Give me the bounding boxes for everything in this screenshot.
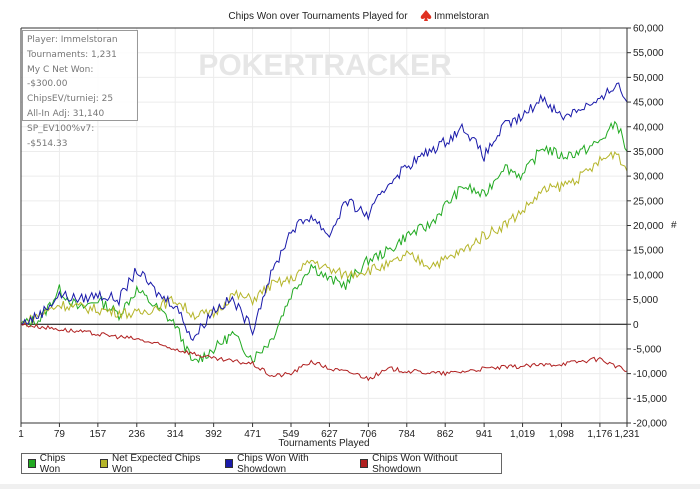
y-tick-label: 15,000 xyxy=(633,246,664,257)
info-tournaments: Tournaments: 1,231 xyxy=(27,49,117,60)
y-axis-label: # xyxy=(671,220,677,231)
legend-swatch xyxy=(360,459,369,468)
x-tick-label: 157 xyxy=(90,429,107,440)
info-allin-adj: All-In Adj: 31,140 xyxy=(27,108,105,119)
y-tick-label: -5,000 xyxy=(633,344,662,355)
chart-player: Immelstoran xyxy=(434,11,489,22)
x-tick-label: 549 xyxy=(283,429,300,440)
info-chipsev: ChipsEV/turniej: 25 xyxy=(27,94,114,105)
y-tick-label: 30,000 xyxy=(633,172,664,183)
legend-item-net-expected[interactable]: Net Expected Chips Won xyxy=(100,453,205,475)
y-tick-label: -20,000 xyxy=(633,419,667,430)
x-tick-label: 471 xyxy=(244,429,261,440)
legend-swatch xyxy=(225,459,234,468)
y-tick-label: 35,000 xyxy=(633,147,664,158)
info-net-won: My C Net Won: -$300.00 xyxy=(27,64,94,90)
legend-label: Net Expected Chips Won xyxy=(111,452,201,475)
x-tick-label: 1 xyxy=(18,429,24,440)
y-tick-label: 5,000 xyxy=(633,295,658,306)
series-line-net-expected-chips-won xyxy=(20,150,628,328)
y-tick-label: 25,000 xyxy=(633,196,664,207)
y-tick-label: 55,000 xyxy=(633,48,664,59)
watermark: POKERTRACKER xyxy=(198,49,452,82)
info-sp-ev: SP_EV100%v7: -$514.33 xyxy=(27,123,95,149)
legend-label: Chips Won xyxy=(39,452,66,475)
legend-label: Chips Won With Showdown xyxy=(237,452,309,475)
y-tick-label: 40,000 xyxy=(633,122,664,133)
x-tick-label: 1,098 xyxy=(549,429,574,440)
y-tick-label: 0 xyxy=(633,320,639,331)
x-tick-label: 1,019 xyxy=(510,429,535,440)
status-strip xyxy=(0,484,700,489)
x-tick-label: 1,231 xyxy=(614,429,639,440)
y-tick-label: 50,000 xyxy=(633,73,664,84)
chart-title: Chips Won over Tournaments Played for xyxy=(228,11,408,22)
spade-icon xyxy=(420,10,432,21)
legend-item-chips-won[interactable]: Chips Won xyxy=(28,453,80,475)
y-tick-label: -15,000 xyxy=(633,394,667,405)
x-tick-label: 862 xyxy=(437,429,454,440)
x-tick-label: 236 xyxy=(128,429,145,440)
legend-item-with-showdown[interactable]: Chips Won With Showdown xyxy=(225,453,340,475)
plot-frame xyxy=(20,27,628,424)
x-axis-label: Tournaments Played xyxy=(278,438,369,449)
x-tick-label: 784 xyxy=(398,429,415,440)
x-tick-label: 941 xyxy=(476,429,493,440)
y-tick-label: 10,000 xyxy=(633,270,664,281)
y-tick-label: -10,000 xyxy=(633,369,667,380)
x-tick-label: 392 xyxy=(205,429,222,440)
legend-item-without-showdown[interactable]: Chips Won Without Showdown xyxy=(360,453,487,475)
y-tick-label: 45,000 xyxy=(633,98,664,109)
series-line-chips-won-with-showdown xyxy=(20,82,628,342)
x-tick-label: 627 xyxy=(321,429,338,440)
legend-label: Chips Won Without Showdown xyxy=(372,452,458,475)
x-tick-label: 1,176 xyxy=(587,429,612,440)
x-tick-label: 79 xyxy=(54,429,66,440)
x-tick-label: 706 xyxy=(360,429,377,440)
y-tick-label: 20,000 xyxy=(633,221,664,232)
y-tick-label: 60,000 xyxy=(633,24,664,35)
legend: Chips Won Net Expected Chips Won Chips W… xyxy=(21,453,502,475)
legend-swatch xyxy=(28,459,36,468)
series-line-chips-won xyxy=(20,120,628,364)
info-box: Player: Immelstoran Tournaments: 1,231 M… xyxy=(22,30,138,149)
info-player: Player: Immelstoran xyxy=(27,35,118,45)
x-tick-label: 314 xyxy=(167,429,184,440)
series-line-chips-won-without-showdown xyxy=(20,322,628,382)
legend-swatch xyxy=(100,459,108,468)
